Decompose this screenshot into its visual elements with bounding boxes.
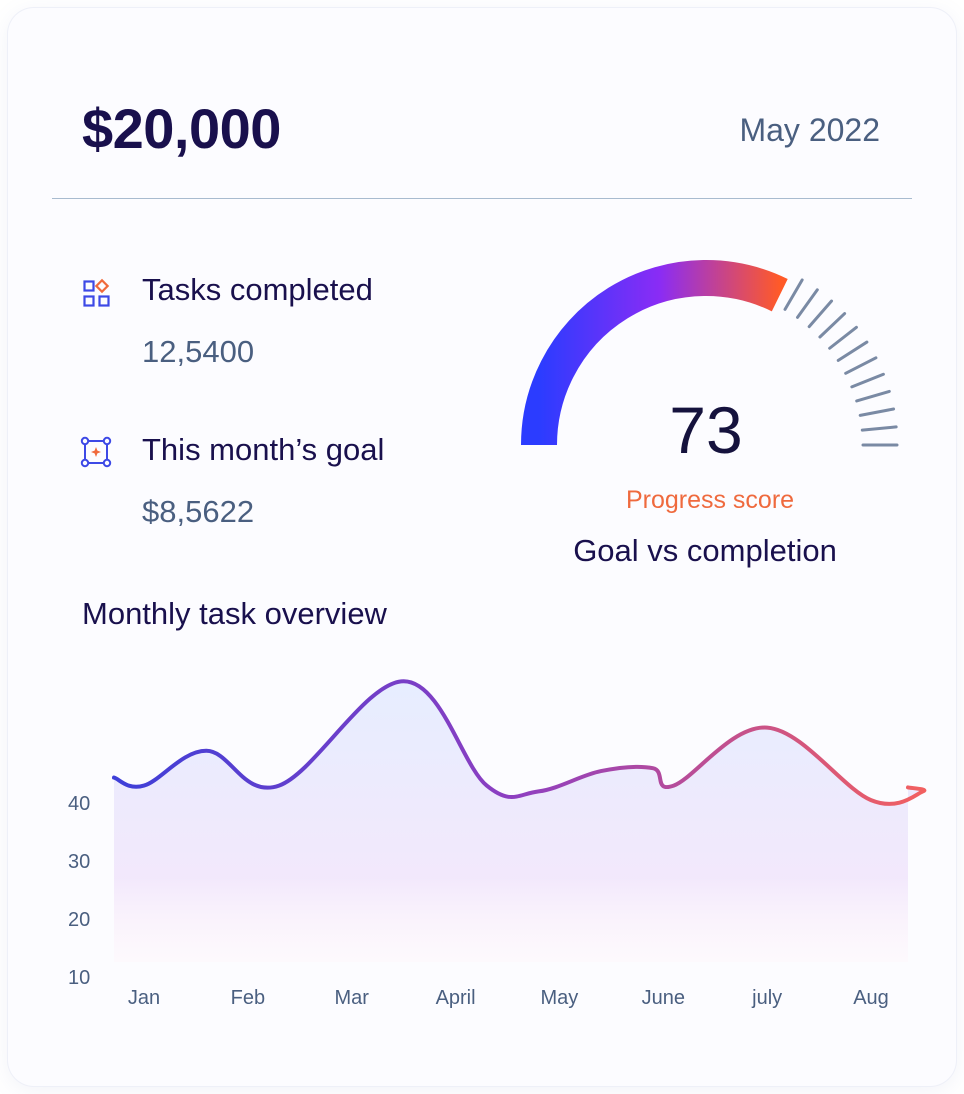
- chart-area-fill: [114, 681, 925, 962]
- target-frame-icon: [80, 436, 112, 468]
- gauge-tick: [850, 372, 885, 389]
- gauge-tick: [828, 325, 858, 350]
- gauge-tick: [818, 312, 847, 339]
- gauge-progress-arc: [521, 260, 788, 446]
- gauge-tick: [858, 407, 896, 417]
- tasks-completed-value: 12,5400: [142, 334, 255, 369]
- gauge-remaining-ticks: [783, 278, 899, 447]
- chart-title: Monthly task overview: [82, 596, 387, 631]
- progress-gauge: [521, 260, 899, 447]
- y-tick-label: 20: [68, 909, 90, 931]
- header-divider: [52, 198, 912, 199]
- monthly-task-chart: 10 20 30 40 Jan Feb Mar April May June july Aug: [68, 679, 927, 1009]
- y-tick-label: 40: [68, 793, 90, 815]
- progress-score-caption: Progress score: [625, 486, 795, 514]
- x-tick-label: May: [541, 987, 579, 1009]
- monthly-goal-label: This month’s goal: [142, 432, 385, 467]
- tasks-completed-label: Tasks completed: [142, 272, 373, 307]
- gauge-title: Goal vs completion: [573, 533, 837, 568]
- progress-score-value: 73: [669, 393, 743, 467]
- gauge-tick: [855, 389, 891, 403]
- monthly-goal-value: $8,5622: [142, 494, 255, 529]
- x-tick-label: Feb: [231, 987, 265, 1009]
- gauge-tick: [783, 278, 804, 311]
- grid-shapes-icon: [83, 278, 110, 307]
- gauge-tick: [844, 356, 878, 375]
- x-tick-label: Mar: [334, 987, 369, 1009]
- total-amount: $20,000: [82, 97, 281, 160]
- y-tick-label: 10: [68, 967, 90, 989]
- gauge-tick: [796, 288, 819, 319]
- x-tick-label: Aug: [853, 987, 889, 1009]
- x-tick-label: June: [642, 987, 685, 1009]
- x-tick-label: April: [436, 987, 476, 1009]
- y-tick-label: 30: [68, 851, 90, 873]
- gauge-tick: [836, 340, 869, 362]
- chart-series-line: [112, 679, 927, 806]
- gauge-tick: [807, 299, 834, 329]
- x-tick-label: Jan: [128, 987, 160, 1009]
- period-label: May 2022: [739, 112, 880, 148]
- gauge-tick: [860, 425, 898, 432]
- x-tick-label: july: [751, 987, 782, 1009]
